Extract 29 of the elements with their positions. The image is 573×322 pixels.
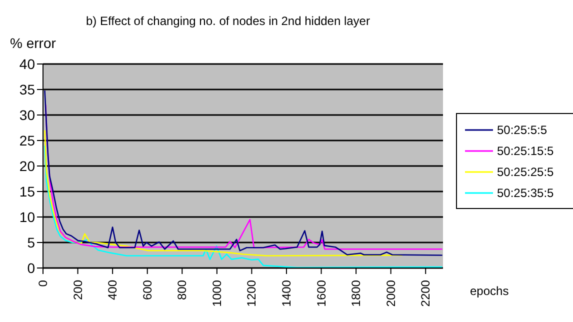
y-tick-label: 40: [19, 56, 36, 72]
x-tick-label: 600: [140, 280, 154, 300]
chart-title: b) Effect of changing no. of nodes in 2nd hidden layer: [85, 14, 371, 28]
x-tick-label: 1600: [314, 280, 328, 307]
y-tick-label: 10: [19, 208, 36, 225]
x-tick-label: 2000: [384, 280, 398, 307]
legend-label: 50:25:25:5: [497, 164, 554, 178]
x-tick-label: 2200: [418, 280, 433, 307]
x-tick-label: 0: [36, 280, 50, 287]
x-tick-label: 1000: [210, 280, 224, 307]
legend-label: 50:25:35:5: [497, 186, 554, 200]
y-tick-label: 15: [19, 183, 36, 200]
y-tick-label: 35: [19, 81, 36, 98]
x-tick-label: 800: [175, 280, 190, 300]
x-tick-label: 1400: [279, 280, 294, 307]
y-axis-title: % error: [10, 35, 56, 51]
y-tick-label: 20: [19, 158, 36, 174]
line-series: [44, 130, 403, 256]
y-tick-label: 0: [27, 260, 36, 276]
x-axis-title: epochs: [470, 284, 509, 298]
y-tick-label: 5: [27, 234, 36, 250]
x-tick-label: 200: [70, 280, 85, 300]
x-tick-label: 400: [106, 280, 120, 300]
legend-label: 50:25:5:5: [497, 122, 548, 136]
y-tick-label: 30: [19, 106, 36, 123]
x-tick-label: 1800: [349, 280, 364, 307]
legend-label: 50:25:15:5: [497, 144, 554, 158]
y-tick-label: 25: [19, 132, 36, 148]
x-tick-label: 1200: [244, 280, 259, 307]
